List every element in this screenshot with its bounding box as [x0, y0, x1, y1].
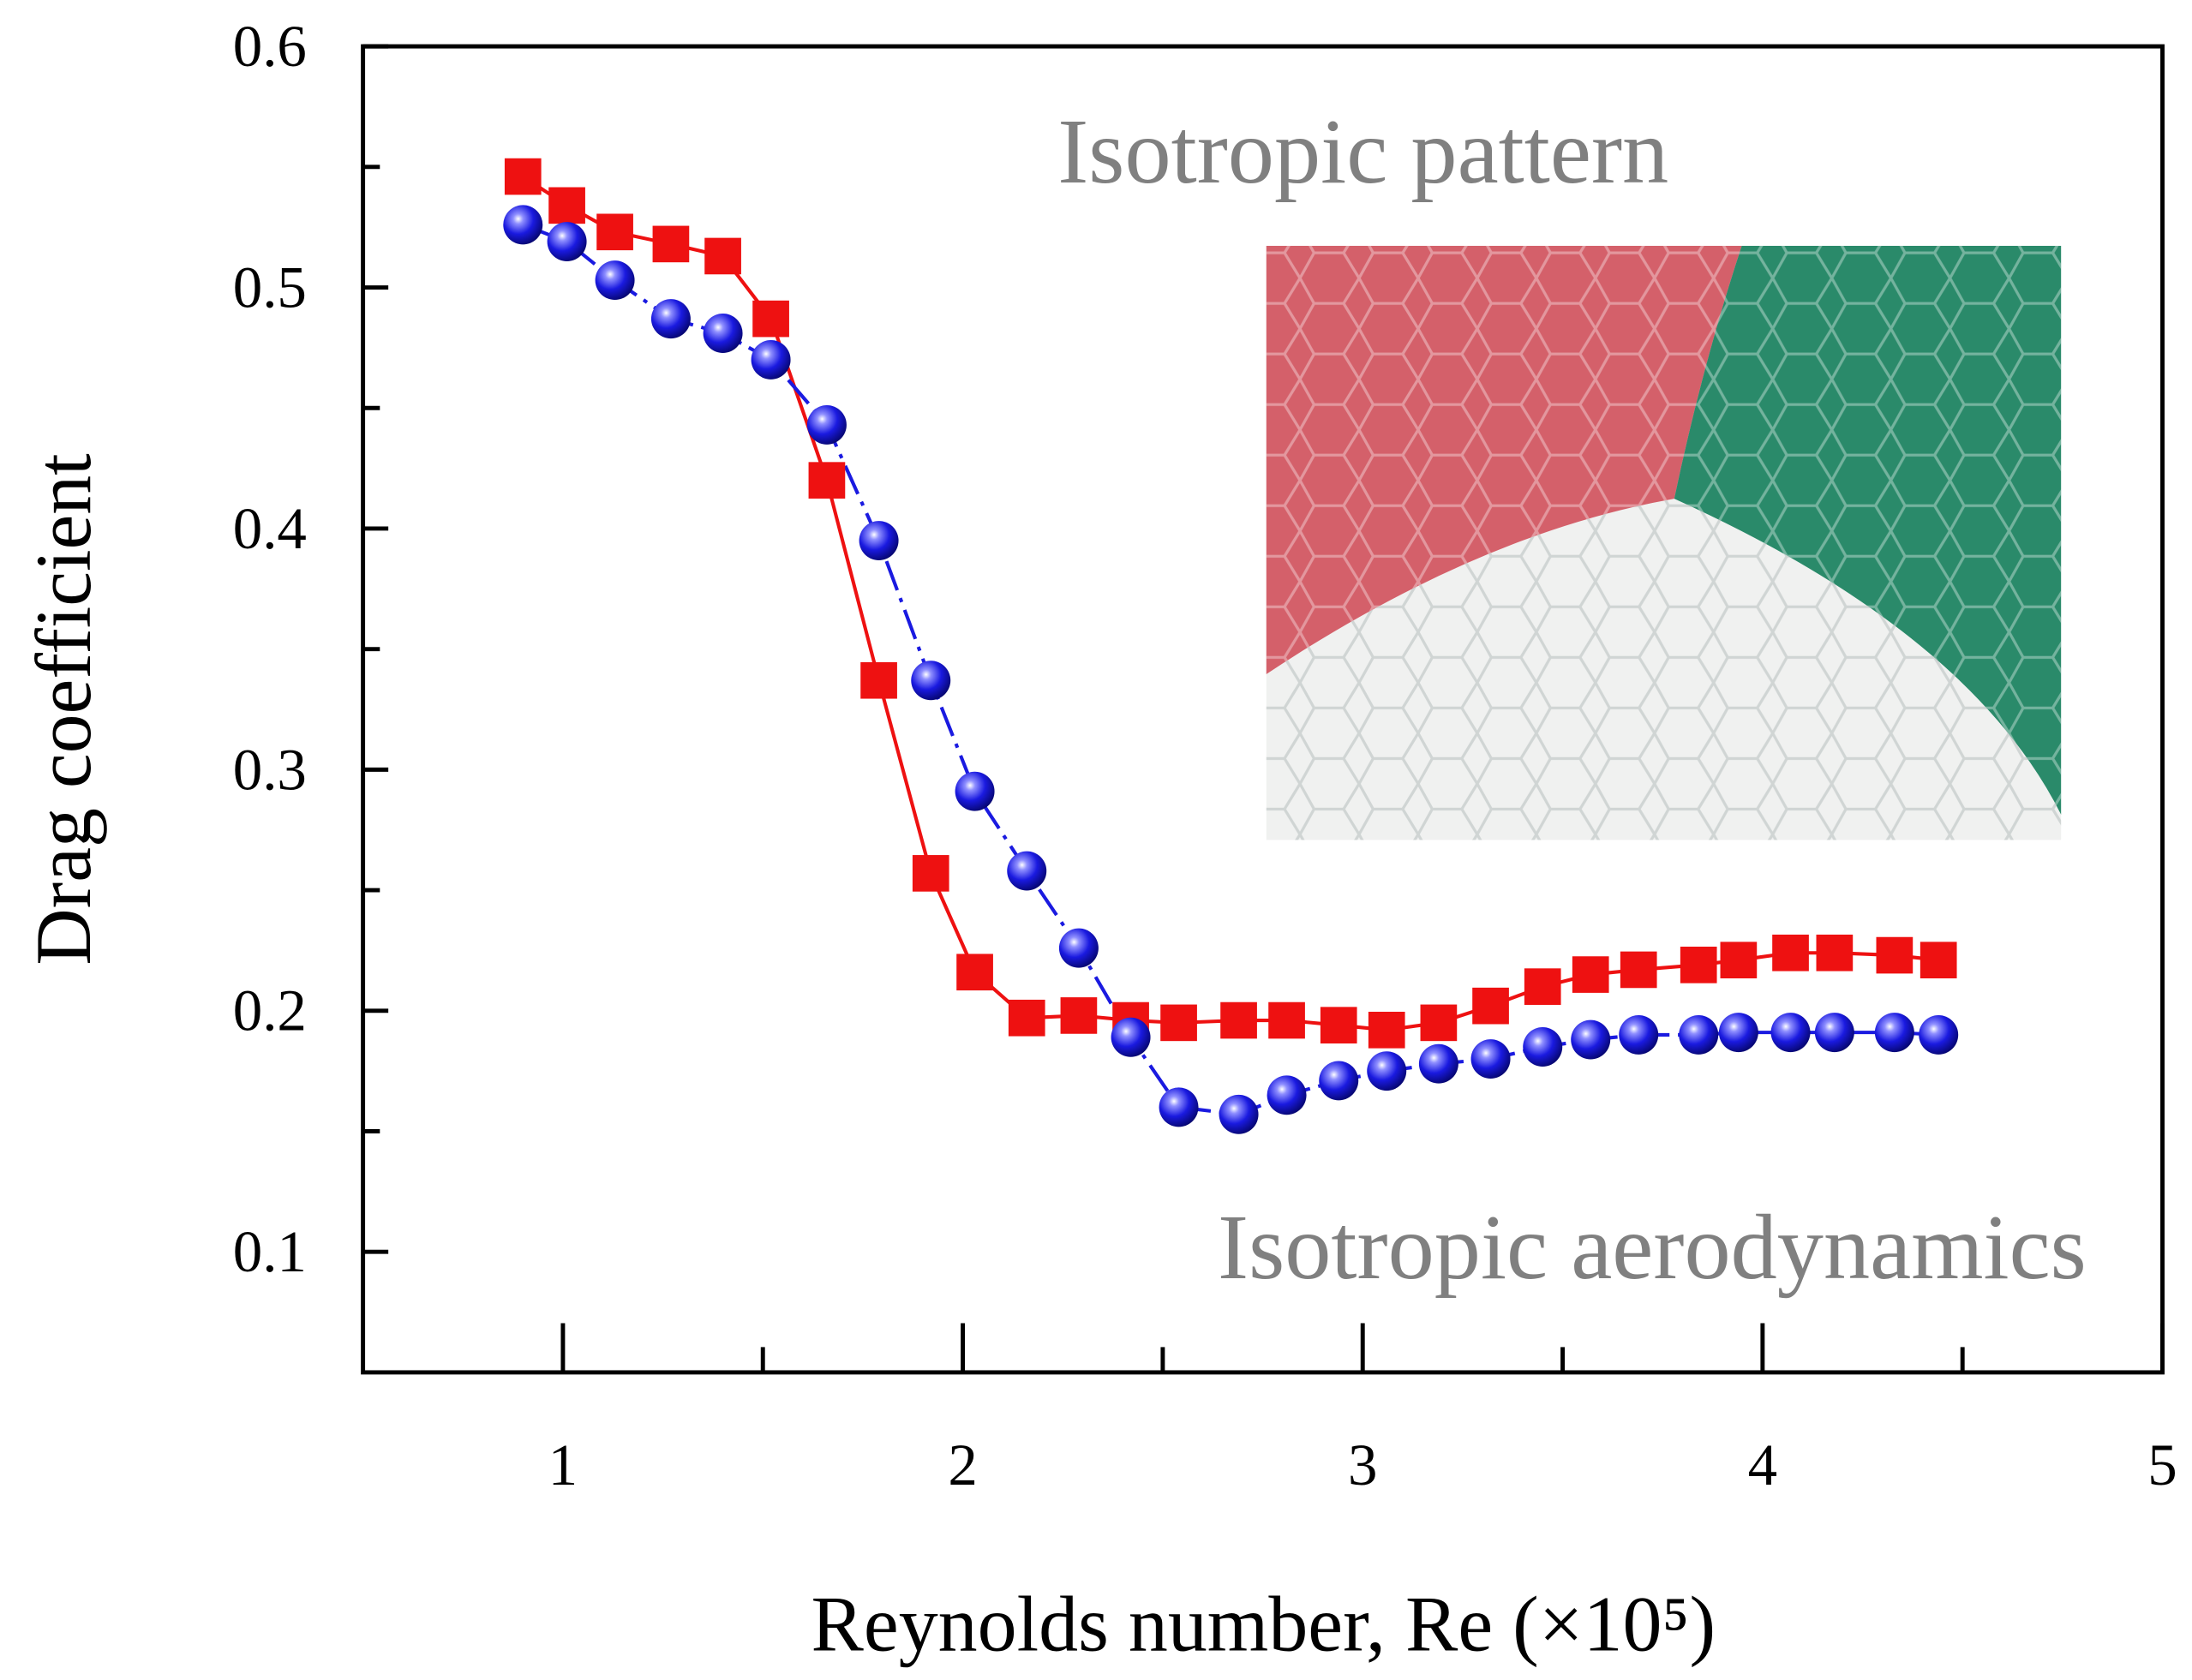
square-marker — [504, 158, 542, 195]
square-marker — [860, 661, 897, 699]
square-marker — [1919, 942, 1957, 979]
square-marker — [1572, 956, 1609, 993]
square-marker — [1268, 1001, 1305, 1039]
square-marker — [1420, 1004, 1458, 1042]
square-marker — [652, 225, 690, 263]
sphere-marker — [859, 521, 899, 560]
x-tick-label: 1 — [548, 1432, 578, 1498]
square-marker — [912, 855, 949, 892]
square-marker — [1524, 968, 1561, 1005]
square-marker — [596, 213, 633, 251]
y-tick-label: 0.4 — [233, 496, 307, 561]
sphere-marker — [1367, 1051, 1407, 1091]
sphere-marker — [503, 205, 543, 245]
square-marker — [1816, 934, 1854, 972]
sphere-marker — [1770, 1013, 1811, 1053]
sphere-marker — [1874, 1013, 1914, 1053]
x-tick-label: 4 — [1748, 1432, 1777, 1498]
square-marker — [808, 462, 846, 499]
x-tick-label: 2 — [948, 1432, 977, 1498]
square-marker — [752, 300, 789, 338]
sphere-marker — [1159, 1087, 1199, 1127]
plot-frame — [361, 44, 2165, 1375]
sphere-marker — [1814, 1013, 1854, 1053]
square-marker — [1220, 1001, 1257, 1039]
square-marker — [1160, 1004, 1197, 1042]
sphere-marker — [1219, 1094, 1259, 1134]
annotation: Isotropic pattern — [1057, 101, 1668, 203]
sphere-marker — [911, 661, 951, 701]
y-tick-label: 0.3 — [233, 737, 307, 802]
inset-photo — [1266, 245, 2062, 840]
square-marker — [1680, 947, 1717, 983]
sphere-marker — [955, 771, 995, 811]
sphere-marker — [1319, 1061, 1359, 1101]
sphere-marker — [1058, 928, 1099, 968]
sphere-marker — [703, 314, 743, 353]
x-tick-label: 5 — [2147, 1432, 2177, 1498]
sphere-marker — [595, 260, 635, 301]
sphere-marker — [1718, 1013, 1758, 1053]
square-marker — [1320, 1007, 1357, 1043]
y-tick-label: 0.1 — [233, 1219, 307, 1284]
square-marker — [1472, 987, 1509, 1025]
x-axis-label: Reynolds number, Re (×10⁵) — [812, 1581, 1716, 1668]
sphere-marker — [751, 339, 791, 380]
sphere-marker — [650, 299, 691, 339]
square-marker — [548, 187, 585, 224]
sphere-marker — [1919, 1014, 1959, 1055]
sphere-marker — [1267, 1075, 1307, 1115]
y-tick-label: 0.6 — [233, 14, 307, 79]
square-marker — [1876, 936, 1914, 974]
y-axis-label: Drag coefficient — [20, 453, 107, 965]
sphere-marker — [1418, 1043, 1458, 1084]
y-tick-label: 0.2 — [233, 978, 307, 1043]
sphere-marker — [1470, 1039, 1511, 1079]
square-marker — [1620, 951, 1657, 989]
sphere-marker — [1679, 1014, 1719, 1055]
square-marker — [1060, 997, 1098, 1034]
sphere-marker — [1007, 851, 1047, 891]
y-tick-label: 0.5 — [233, 255, 307, 320]
sphere-marker — [1523, 1027, 1563, 1067]
sphere-marker — [547, 222, 587, 262]
square-marker — [1368, 1011, 1405, 1049]
sphere-marker — [1571, 1019, 1611, 1060]
annotation: Isotropic aerodynamics — [1218, 1197, 2087, 1299]
sphere-marker — [1111, 1017, 1151, 1057]
sphere-marker — [1619, 1014, 1659, 1055]
sphere-marker — [806, 404, 847, 445]
square-marker — [1008, 999, 1045, 1037]
square-marker — [1772, 934, 1809, 972]
square-marker — [956, 954, 993, 991]
square-marker — [1720, 942, 1758, 979]
x-tick-label: 3 — [1348, 1432, 1377, 1498]
square-marker — [704, 237, 741, 275]
